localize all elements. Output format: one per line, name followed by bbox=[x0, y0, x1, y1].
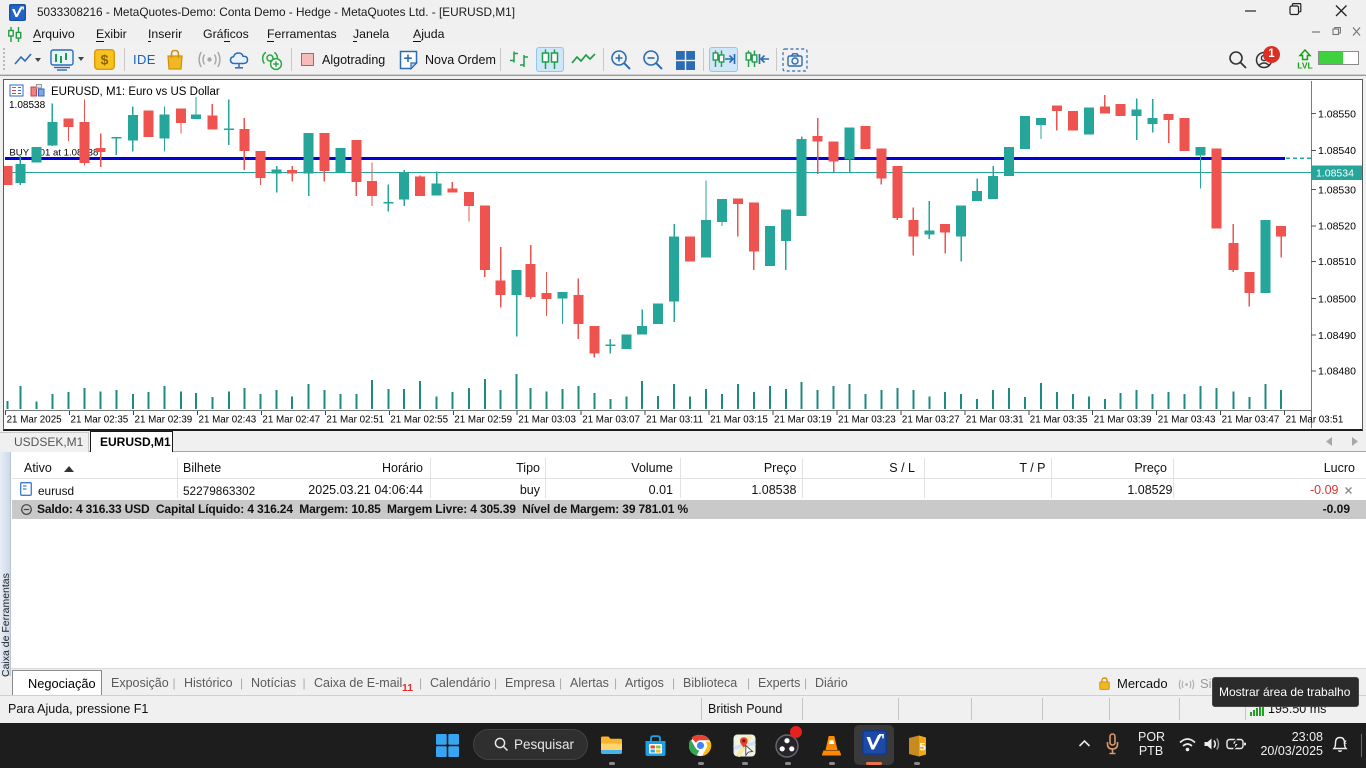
svg-text:21 Mar 03:39: 21 Mar 03:39 bbox=[1094, 415, 1152, 426]
svg-text:21 Mar 03:03: 21 Mar 03:03 bbox=[518, 415, 576, 426]
svg-text:21 Mar 03:19: 21 Mar 03:19 bbox=[774, 415, 832, 426]
svg-text:LVL: LVL bbox=[1297, 61, 1312, 71]
svg-text:BUY 0.01 at 1.08538: BUY 0.01 at 1.08538 bbox=[9, 148, 98, 159]
svg-text:21 Mar 02:43: 21 Mar 02:43 bbox=[199, 415, 257, 426]
svg-text:21 Mar 03:47: 21 Mar 03:47 bbox=[1222, 415, 1280, 426]
svg-text:1.08490: 1.08490 bbox=[1318, 330, 1356, 342]
svg-text:21 Mar 02:51: 21 Mar 02:51 bbox=[326, 415, 384, 426]
svg-text:21 Mar 03:15: 21 Mar 03:15 bbox=[710, 415, 768, 426]
svg-text:1.08520: 1.08520 bbox=[1318, 221, 1356, 233]
svg-text:1.08510: 1.08510 bbox=[1318, 256, 1356, 268]
svg-text:21 Mar 02:55: 21 Mar 02:55 bbox=[390, 415, 448, 426]
svg-text:21 Mar 03:23: 21 Mar 03:23 bbox=[838, 415, 896, 426]
svg-text:5: 5 bbox=[919, 742, 925, 754]
svg-text:21 Mar 02:59: 21 Mar 02:59 bbox=[454, 415, 512, 426]
svg-text:1.08540: 1.08540 bbox=[1318, 145, 1356, 157]
svg-text:$: $ bbox=[101, 52, 109, 68]
svg-text:21 Mar 02:47: 21 Mar 02:47 bbox=[262, 415, 320, 426]
svg-text:1.08550: 1.08550 bbox=[1318, 109, 1356, 121]
svg-text:EURUSD, M1: Euro vs US Dollar: EURUSD, M1: Euro vs US Dollar bbox=[51, 86, 220, 98]
svg-text:21 Mar 03:51: 21 Mar 03:51 bbox=[1286, 415, 1344, 426]
svg-text:1.08480: 1.08480 bbox=[1318, 366, 1356, 378]
svg-text:21 Mar 03:27: 21 Mar 03:27 bbox=[902, 415, 960, 426]
svg-text:21 Mar 03:11: 21 Mar 03:11 bbox=[646, 415, 703, 426]
svg-text:1.08534: 1.08534 bbox=[1316, 167, 1354, 179]
svg-text:z: z bbox=[1344, 739, 1348, 746]
svg-text:21 Mar 02:39: 21 Mar 02:39 bbox=[135, 415, 193, 426]
svg-text:21 Mar 2025: 21 Mar 2025 bbox=[7, 415, 63, 426]
svg-text:21 Mar 03:31: 21 Mar 03:31 bbox=[966, 415, 1024, 426]
svg-text:1.08538: 1.08538 bbox=[9, 100, 46, 111]
svg-text:1.08500: 1.08500 bbox=[1318, 294, 1356, 306]
svg-text:21 Mar 03:43: 21 Mar 03:43 bbox=[1158, 415, 1216, 426]
svg-text:21 Mar 03:07: 21 Mar 03:07 bbox=[582, 415, 640, 426]
svg-text:1.08530: 1.08530 bbox=[1318, 184, 1356, 196]
svg-text:21 Mar 03:35: 21 Mar 03:35 bbox=[1030, 415, 1088, 426]
svg-text:21 Mar 02:35: 21 Mar 02:35 bbox=[71, 415, 129, 426]
